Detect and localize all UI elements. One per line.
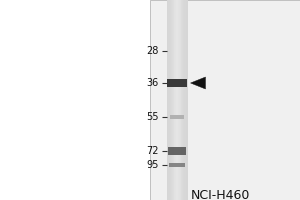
Bar [184, 0, 185, 200]
Bar [178, 0, 179, 200]
Bar [181, 0, 182, 200]
Bar [183, 0, 184, 200]
Bar [172, 0, 173, 200]
Bar [170, 0, 171, 200]
Bar [187, 0, 188, 200]
Bar [150, 0, 300, 200]
Bar [170, 115, 184, 119]
Text: 95: 95 [147, 160, 159, 170]
Bar [182, 0, 183, 200]
Bar [171, 0, 172, 200]
Bar [174, 0, 175, 200]
Text: 72: 72 [146, 146, 159, 156]
Bar [186, 0, 187, 200]
Text: 55: 55 [146, 112, 159, 122]
Bar [173, 0, 174, 200]
Bar [185, 0, 186, 200]
Bar [179, 0, 180, 200]
Bar [167, 0, 168, 200]
Bar [169, 163, 185, 167]
Text: NCI-H460: NCI-H460 [191, 189, 250, 200]
Bar [168, 147, 186, 155]
Bar [168, 0, 169, 200]
Bar [176, 0, 177, 200]
Bar [180, 0, 181, 200]
Bar [167, 79, 187, 87]
Text: 28: 28 [147, 46, 159, 56]
Bar [169, 0, 170, 200]
Polygon shape [190, 77, 206, 89]
Bar [177, 0, 178, 200]
Text: 36: 36 [147, 78, 159, 88]
